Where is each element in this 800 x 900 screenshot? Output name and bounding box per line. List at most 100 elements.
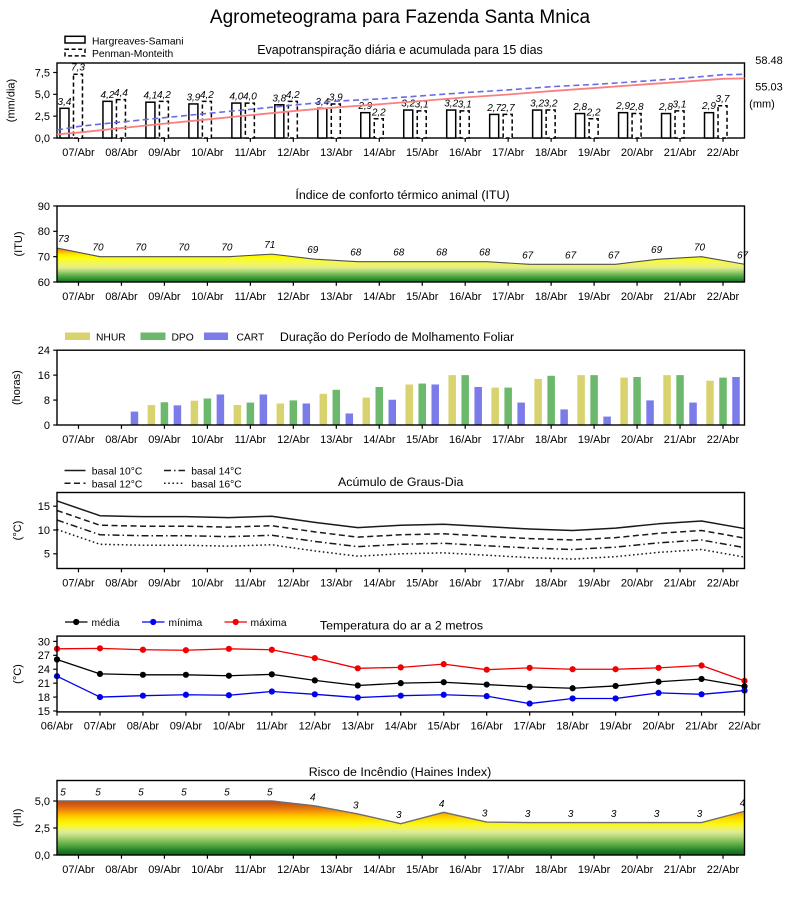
svg-text:14/Abr: 14/Abr (363, 434, 396, 446)
svg-text:70: 70 (38, 252, 50, 264)
svg-text:5,0: 5,0 (35, 796, 50, 808)
svg-text:4,0: 4,0 (229, 92, 243, 103)
svg-text:13/Abr: 13/Abr (320, 147, 353, 159)
svg-text:55.03: 55.03 (755, 82, 783, 94)
svg-text:11/Abr: 11/Abr (235, 864, 267, 876)
svg-text:08/Abr: 08/Abr (105, 578, 138, 590)
svg-text:4: 4 (439, 799, 445, 810)
svg-text:22/Abr: 22/Abr (707, 578, 740, 590)
svg-text:12/Abr: 12/Abr (299, 721, 332, 733)
svg-text:09/Abr: 09/Abr (170, 721, 203, 733)
svg-text:basal 10°C: basal 10°C (92, 467, 143, 478)
svg-text:basal 16°C: basal 16°C (191, 479, 242, 490)
svg-text:18/Abr: 18/Abr (535, 291, 568, 303)
svg-text:13/Abr: 13/Abr (342, 721, 375, 733)
svg-text:17/Abr: 17/Abr (492, 434, 525, 446)
svg-text:14/Abr: 14/Abr (363, 291, 396, 303)
svg-text:71: 71 (264, 240, 275, 251)
svg-text:20/Abr: 20/Abr (621, 434, 654, 446)
svg-text:19/Abr: 19/Abr (578, 578, 611, 590)
svg-text:12/Abr: 12/Abr (277, 434, 310, 446)
svg-text:4,4: 4,4 (114, 88, 128, 99)
svg-text:22/Abr: 22/Abr (707, 864, 740, 876)
svg-text:(mm/dia): (mm/dia) (6, 79, 18, 122)
svg-text:Temperatura do ar a 2 metros: Temperatura do ar a 2 metros (320, 619, 483, 633)
svg-text:70: 70 (178, 243, 190, 254)
svg-text:15/Abr: 15/Abr (406, 147, 439, 159)
svg-text:18/Abr: 18/Abr (535, 147, 568, 159)
svg-text:68: 68 (479, 248, 491, 259)
svg-text:10/Abr: 10/Abr (191, 291, 224, 303)
svg-text:10/Abr: 10/Abr (191, 147, 224, 159)
svg-text:13/Abr: 13/Abr (320, 434, 353, 446)
svg-text:10/Abr: 10/Abr (191, 434, 224, 446)
svg-text:21/Abr: 21/Abr (685, 721, 718, 733)
svg-text:12/Abr: 12/Abr (277, 147, 310, 159)
svg-text:70: 70 (694, 243, 706, 254)
svg-text:15/Abr: 15/Abr (406, 434, 439, 446)
svg-text:16/Abr: 16/Abr (470, 721, 503, 733)
svg-text:média: média (92, 618, 120, 629)
svg-text:08/Abr: 08/Abr (105, 291, 138, 303)
svg-text:58.48: 58.48 (755, 55, 783, 67)
svg-text:22/Abr: 22/Abr (707, 434, 740, 446)
svg-text:4,2: 4,2 (101, 90, 115, 101)
svg-text:70: 70 (135, 243, 147, 254)
svg-text:3: 3 (697, 809, 703, 820)
svg-text:21: 21 (38, 678, 50, 690)
svg-text:17/Abr: 17/Abr (513, 721, 546, 733)
svg-text:2,2: 2,2 (371, 107, 386, 118)
svg-text:12/Abr: 12/Abr (277, 578, 310, 590)
svg-text:Penman-Monteith: Penman-Monteith (92, 49, 174, 60)
svg-text:2,9: 2,9 (615, 101, 630, 112)
svg-text:3: 3 (654, 809, 660, 820)
svg-text:11/Abr: 11/Abr (256, 721, 288, 733)
svg-text:14/Abr: 14/Abr (385, 721, 418, 733)
svg-text:2,7: 2,7 (486, 103, 501, 114)
svg-text:68: 68 (350, 248, 362, 259)
svg-text:3,8: 3,8 (272, 93, 286, 104)
svg-text:0,0: 0,0 (35, 133, 50, 145)
svg-text:07/Abr: 07/Abr (62, 434, 95, 446)
svg-text:07/Abr: 07/Abr (62, 291, 95, 303)
svg-text:10: 10 (38, 525, 50, 537)
svg-text:18/Abr: 18/Abr (556, 721, 589, 733)
svg-text:30: 30 (38, 636, 50, 648)
svg-text:(HI): (HI) (12, 809, 24, 827)
svg-text:7,5: 7,5 (35, 67, 50, 79)
svg-text:5: 5 (224, 788, 230, 799)
svg-text:Evapotranspiração diária e acu: Evapotranspiração diária e acumulada par… (257, 43, 543, 57)
svg-text:08/Abr: 08/Abr (127, 721, 160, 733)
svg-text:21/Abr: 21/Abr (664, 434, 697, 446)
svg-text:08/Abr: 08/Abr (105, 147, 138, 159)
svg-text:12/Abr: 12/Abr (277, 864, 310, 876)
svg-text:3,4: 3,4 (58, 97, 72, 108)
svg-text:3,1: 3,1 (458, 99, 472, 110)
svg-text:19/Abr: 19/Abr (578, 147, 611, 159)
svg-text:máxima: máxima (251, 618, 287, 629)
svg-text:19/Abr: 19/Abr (578, 864, 611, 876)
svg-text:18/Abr: 18/Abr (535, 864, 568, 876)
svg-text:10/Abr: 10/Abr (213, 721, 246, 733)
svg-text:Índice de conforto térmico ani: Índice de conforto térmico animal (ITU) (295, 187, 509, 202)
svg-text:09/Abr: 09/Abr (148, 147, 181, 159)
svg-text:3,4: 3,4 (315, 97, 329, 108)
svg-text:3: 3 (353, 801, 359, 812)
svg-text:3,2: 3,2 (530, 99, 544, 110)
svg-text:Acúmulo de Graus-Dia: Acúmulo de Graus-Dia (338, 475, 463, 489)
svg-text:3,1: 3,1 (415, 99, 429, 110)
svg-text:15: 15 (38, 501, 50, 513)
svg-text:07/Abr: 07/Abr (62, 578, 95, 590)
svg-text:80: 80 (38, 226, 50, 238)
svg-text:90: 90 (38, 201, 50, 213)
svg-text:(°C): (°C) (12, 664, 24, 684)
svg-text:11/Abr: 11/Abr (235, 147, 267, 159)
svg-text:16: 16 (38, 370, 50, 382)
svg-text:15: 15 (38, 706, 50, 718)
svg-text:11/Abr: 11/Abr (235, 434, 267, 446)
svg-text:08/Abr: 08/Abr (105, 434, 138, 446)
svg-text:4,0: 4,0 (243, 92, 257, 103)
svg-text:27: 27 (38, 650, 50, 662)
svg-text:basal 12°C: basal 12°C (92, 479, 143, 490)
svg-text:5: 5 (138, 788, 144, 799)
